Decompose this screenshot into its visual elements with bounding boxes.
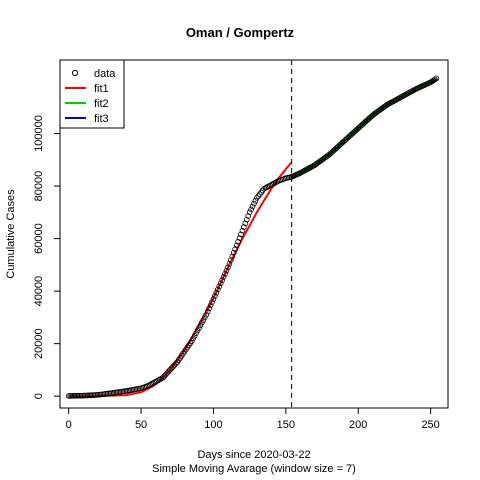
x-axis: 0 50 100 150 200 250 [66,407,440,431]
x-tick-label: 250 [421,419,439,431]
data-point [216,283,223,290]
plot-area [65,60,440,408]
data-point [229,253,236,260]
data-point [246,209,253,216]
x-axis-label: Days since 2020-03-22 [197,449,310,461]
data-point [217,280,224,287]
data-point [225,264,231,271]
data-point [256,191,263,198]
legend-label-fit3: fit3 [94,113,109,125]
data-point [162,371,169,378]
data-point [228,257,234,263]
data-point [235,238,241,245]
data-point [258,189,265,196]
y-tick-label: 60000 [33,223,45,254]
data-point [242,220,249,227]
data-point [168,365,175,372]
data-point [226,261,233,267]
data-point [251,200,257,207]
data-point [254,195,260,201]
data-point [203,311,210,318]
data-point [212,293,218,299]
x-tick-label: 200 [349,419,367,431]
x-tick-label: 100 [204,419,222,431]
data-point [433,75,440,82]
data-point [223,267,230,274]
data-point [215,286,221,293]
data-point [238,231,244,238]
data-point [159,374,166,381]
data-point [243,216,250,223]
data-point [255,193,262,199]
y-tick-label: 0 [33,393,45,399]
data-point [206,305,212,312]
y-axis-label: Cumulative Cases [5,189,17,279]
data-point [164,370,170,376]
data-point [209,299,215,305]
data-point [252,197,259,204]
legend: data fit1 fit2 fit3 [59,59,125,129]
data-point [249,203,256,210]
data-point [161,373,168,380]
y-tick-label: 100000 [33,115,45,152]
data-point [210,296,217,302]
data-point [230,249,237,256]
data-point [222,270,228,277]
legend-label-data: data [94,68,116,80]
x-tick-label: 0 [66,419,72,431]
y-tick-label: 20000 [33,328,45,359]
data-point [220,274,227,280]
x-axis-subtitle: Simple Moving Avarage (window size = 7) [152,463,356,475]
data-point [204,308,211,315]
data-point [213,289,220,296]
y-tick-label: 40000 [33,276,45,307]
data-point [233,242,240,249]
data-point [232,246,238,252]
x-tick-label: 150 [277,419,295,431]
legend-label-fit2: fit2 [94,98,109,110]
data-point [171,362,178,368]
data-point [173,360,179,367]
data-point [165,368,172,375]
series-data-points [65,75,440,399]
legend-symbol-data [71,69,79,77]
legend-box [59,59,125,129]
y-tick-label: 80000 [33,171,45,202]
y-axis: 0 20000 40000 60000 80000 100000 [33,115,61,399]
data-point [236,235,243,241]
data-point [167,367,173,373]
legend-label-fit1: fit1 [94,83,109,95]
data-point [248,206,254,213]
x-tick-label: 50 [135,419,147,431]
data-point [241,224,247,230]
data-point [219,277,225,283]
data-point [239,227,246,234]
chart-title: Oman / Gompertz [186,25,295,40]
data-point [245,213,252,219]
data-point [432,76,438,83]
data-point [170,363,176,370]
data-point [207,302,214,309]
data-point [382,102,389,109]
